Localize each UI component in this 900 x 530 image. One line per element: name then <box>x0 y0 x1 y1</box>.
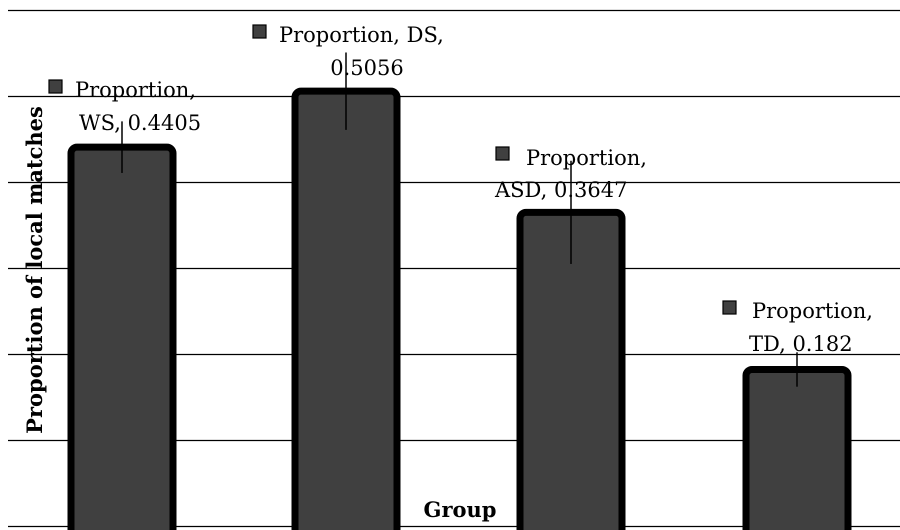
legend-key-ds <box>252 24 267 39</box>
data-label-td-line1: Proportion, <box>752 299 873 323</box>
data-label-ds-line1: Proportion, DS, <box>279 23 444 47</box>
data-label-asd-line1: Proportion, <box>526 146 647 170</box>
data-label-td-line2: TD, 0.182 <box>749 332 853 356</box>
bar-ds <box>291 87 401 530</box>
legend-key-td <box>722 300 737 315</box>
bar-ws <box>67 143 177 530</box>
data-label-ws-line2: WS, 0.4405 <box>79 111 201 135</box>
bar-td <box>742 365 852 530</box>
y-axis-label: Proportion of local matches <box>22 106 47 434</box>
data-label-ds-line2: 0.5056 <box>330 56 403 80</box>
x-axis-label: Group <box>424 497 497 522</box>
legend-key-asd <box>495 146 510 161</box>
error-bars-group <box>121 52 798 387</box>
data-label-ws-line1: Proportion, <box>75 78 196 102</box>
bars-group <box>67 87 852 530</box>
legend-key-ws <box>48 79 63 94</box>
data-label-asd-line2: ASD, 0.3647 <box>494 178 627 202</box>
data-labels-group: Proportion, WS, 0.4405 Proportion, DS, 0.50… <box>48 23 873 356</box>
